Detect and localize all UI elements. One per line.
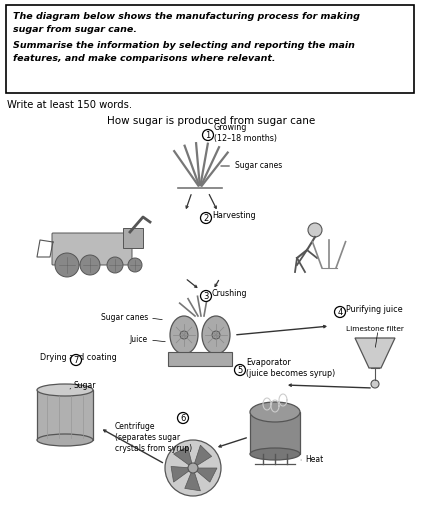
Text: sugar from sugar cane.: sugar from sugar cane. xyxy=(13,25,137,34)
Text: 6: 6 xyxy=(180,414,186,423)
Ellipse shape xyxy=(250,448,300,460)
Text: Summarise the information by selecting and reporting the main: Summarise the information by selecting a… xyxy=(13,41,355,50)
Text: 3: 3 xyxy=(203,292,209,301)
Text: Purifying juice: Purifying juice xyxy=(346,306,402,314)
Circle shape xyxy=(234,365,245,375)
Text: features, and make comparisons where relevant.: features, and make comparisons where rel… xyxy=(13,54,275,63)
Polygon shape xyxy=(173,446,192,465)
Ellipse shape xyxy=(250,402,300,422)
Polygon shape xyxy=(185,472,200,491)
Ellipse shape xyxy=(37,434,93,446)
FancyBboxPatch shape xyxy=(52,233,132,265)
FancyBboxPatch shape xyxy=(123,228,143,248)
Circle shape xyxy=(203,130,213,140)
Polygon shape xyxy=(196,468,217,482)
Bar xyxy=(6,5,414,93)
Circle shape xyxy=(80,255,100,275)
Circle shape xyxy=(180,331,188,339)
Circle shape xyxy=(200,212,211,224)
Ellipse shape xyxy=(37,384,93,396)
Text: 2: 2 xyxy=(203,214,209,223)
Polygon shape xyxy=(194,445,212,466)
Text: The diagram below shows the manufacturing process for making: The diagram below shows the manufacturin… xyxy=(13,12,360,21)
Text: Crushing: Crushing xyxy=(212,289,248,298)
Circle shape xyxy=(212,331,220,339)
Circle shape xyxy=(128,258,142,272)
Text: Sugar: Sugar xyxy=(73,380,96,390)
Text: Limestone filter: Limestone filter xyxy=(346,326,404,332)
Text: 4: 4 xyxy=(337,308,343,317)
Text: Growing
(12–18 months): Growing (12–18 months) xyxy=(214,123,277,143)
Circle shape xyxy=(308,223,322,237)
Circle shape xyxy=(70,354,82,366)
Circle shape xyxy=(107,257,123,273)
Circle shape xyxy=(371,380,379,388)
Polygon shape xyxy=(171,466,190,482)
Text: Juice: Juice xyxy=(130,335,148,345)
Circle shape xyxy=(178,413,189,423)
Text: Sugar canes: Sugar canes xyxy=(221,161,282,170)
Text: Evaporator
(juice becomes syrup): Evaporator (juice becomes syrup) xyxy=(246,358,335,378)
Text: Drying and coating: Drying and coating xyxy=(40,353,117,362)
Text: 7: 7 xyxy=(73,356,79,365)
FancyBboxPatch shape xyxy=(168,352,232,366)
FancyBboxPatch shape xyxy=(37,390,93,440)
FancyBboxPatch shape xyxy=(250,412,300,454)
Polygon shape xyxy=(355,338,395,368)
Ellipse shape xyxy=(170,316,198,354)
Circle shape xyxy=(165,440,221,496)
Ellipse shape xyxy=(202,316,230,354)
Text: Harvesting: Harvesting xyxy=(212,211,256,221)
Circle shape xyxy=(335,307,346,317)
Text: Centrifuge
(separates sugar
crystals from syrup): Centrifuge (separates sugar crystals fro… xyxy=(115,422,192,453)
Text: Write at least 150 words.: Write at least 150 words. xyxy=(7,100,132,110)
Text: 5: 5 xyxy=(237,366,242,375)
Circle shape xyxy=(188,463,198,473)
Circle shape xyxy=(200,290,211,302)
Text: Heat: Heat xyxy=(305,456,323,464)
Text: 1: 1 xyxy=(205,131,210,140)
Text: How sugar is produced from sugar cane: How sugar is produced from sugar cane xyxy=(107,116,315,126)
Circle shape xyxy=(55,253,79,277)
Text: Sugar canes: Sugar canes xyxy=(101,313,148,323)
